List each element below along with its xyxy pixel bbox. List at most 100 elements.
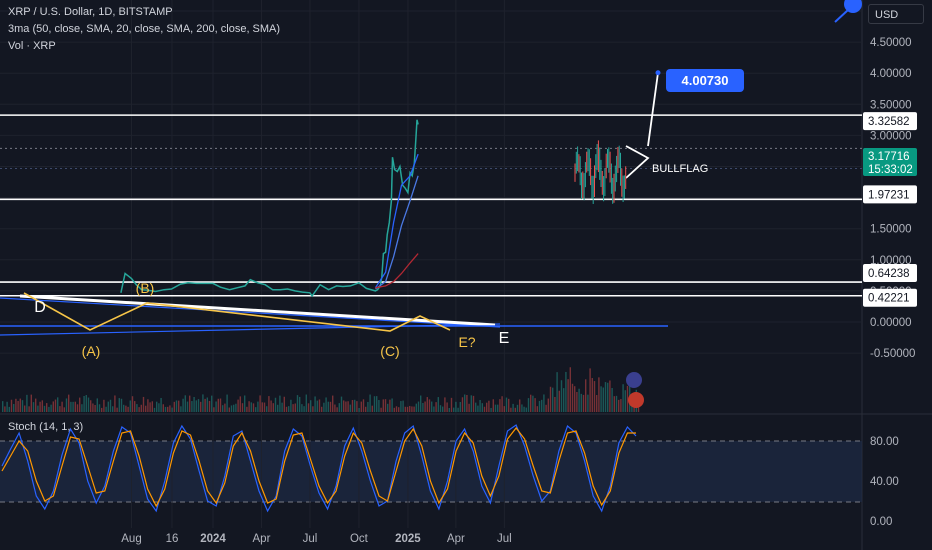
volume-bar: [222, 405, 224, 412]
volume-bar: [13, 404, 15, 412]
support-price-tag-bg: [863, 185, 917, 204]
volume-bar: [501, 396, 503, 412]
wave-label-b: (B): [136, 280, 155, 296]
volume-bar: [321, 406, 323, 412]
volume-bar: [470, 395, 472, 412]
volume-bar: [380, 407, 382, 412]
price-tick-label: 4.50000: [870, 37, 912, 49]
volume-bar: [74, 401, 76, 412]
volume-bar: [270, 400, 272, 412]
volume-bar: [596, 395, 598, 412]
volume-bar: [556, 372, 558, 412]
volume-bar: [6, 401, 8, 412]
volume-bar: [127, 406, 129, 412]
volume-bar: [376, 396, 378, 412]
volume-bar: [492, 399, 494, 412]
volume-bar: [508, 398, 510, 412]
volume-bar: [180, 406, 182, 412]
volume-bar: [252, 403, 255, 412]
volume-bar: [17, 401, 19, 412]
projection-point: [655, 70, 661, 76]
volume-bar: [123, 404, 125, 412]
volume-bar: [393, 407, 395, 412]
volume-bar: [532, 395, 534, 412]
volume-bar: [81, 404, 83, 412]
projection-line-x: [647, 72, 659, 147]
volume-bar: [613, 396, 615, 412]
volume-bar: [147, 399, 149, 412]
support-price-tag: 1.97231: [868, 189, 910, 201]
volume-bar: [516, 404, 519, 412]
volume-bar: [615, 395, 618, 412]
volume-bar: [24, 405, 26, 412]
volume-bar: [362, 399, 365, 412]
volume-bar: [213, 407, 215, 412]
volume-bar: [235, 403, 237, 412]
bullflag-label: BULLFLAG: [652, 163, 708, 175]
volume-bar: [35, 398, 37, 412]
volume-bar: [129, 400, 131, 412]
volume-bar: [574, 386, 576, 412]
volume-bar: [193, 396, 195, 412]
volume-bar: [274, 397, 277, 412]
last-price-tag-bg: [863, 148, 917, 176]
volume-bar: [310, 400, 312, 412]
volume-bar: [424, 401, 426, 412]
volume-bar: [505, 397, 508, 412]
volume-bar: [4, 406, 6, 412]
volume-bar: [279, 395, 281, 412]
volume-bar: [448, 407, 450, 412]
volume-bar: [230, 405, 233, 412]
volume-bar: [21, 400, 24, 412]
volume-bar: [288, 406, 290, 412]
volume-bar: [338, 403, 340, 412]
volume-bar: [461, 397, 464, 412]
volume-bar: [241, 403, 244, 412]
time-tick-label: 2025: [395, 533, 421, 545]
price-tick-label: 4.00000: [870, 68, 912, 80]
volume-bar: [431, 401, 433, 412]
volume-bar: [303, 406, 305, 412]
volume-bar: [26, 394, 28, 412]
volume-bar: [272, 403, 274, 412]
volume-bar: [514, 407, 516, 412]
volume-bar: [406, 406, 409, 412]
volume-bar: [525, 407, 527, 412]
volume-bar: [417, 401, 420, 412]
volume-bar: [158, 403, 160, 412]
volume-bar: [136, 404, 138, 412]
volume-bar: [373, 396, 376, 412]
volume-bar: [50, 404, 52, 412]
volume-bar: [197, 399, 200, 412]
volume-bar: [191, 401, 193, 412]
volume-bar: [294, 403, 296, 412]
volume-bar: [39, 401, 41, 412]
volume-bar: [582, 394, 585, 412]
volume-bar: [602, 387, 604, 412]
currency-selector[interactable]: USD: [868, 4, 924, 24]
volume-bar: [356, 401, 358, 412]
volume-bar: [261, 402, 263, 412]
resistance-price-tag: 3.32582: [868, 116, 910, 128]
volume-bar: [48, 406, 50, 412]
volume-bar: [266, 406, 268, 412]
volume-bar: [593, 381, 596, 412]
triangle-white-resistance: [19, 294, 496, 327]
volume-bar: [607, 382, 609, 412]
volume-bar: [290, 399, 292, 412]
volume-bar: [558, 390, 560, 412]
volume-bar: [552, 387, 554, 412]
volume-bar: [268, 396, 270, 412]
xrp-price-line: [120, 119, 419, 298]
volume-bar: [413, 406, 415, 412]
volume-bar: [479, 399, 481, 412]
volume-bar: [378, 400, 380, 412]
volume-bar: [587, 394, 589, 412]
volume-bar: [189, 395, 191, 412]
volume-bar: [184, 395, 186, 412]
volume-bar: [369, 394, 371, 412]
volume-bar: [219, 398, 222, 412]
volume-bar: [343, 400, 345, 412]
volume-bar: [435, 402, 437, 412]
volume-bar: [63, 407, 65, 412]
